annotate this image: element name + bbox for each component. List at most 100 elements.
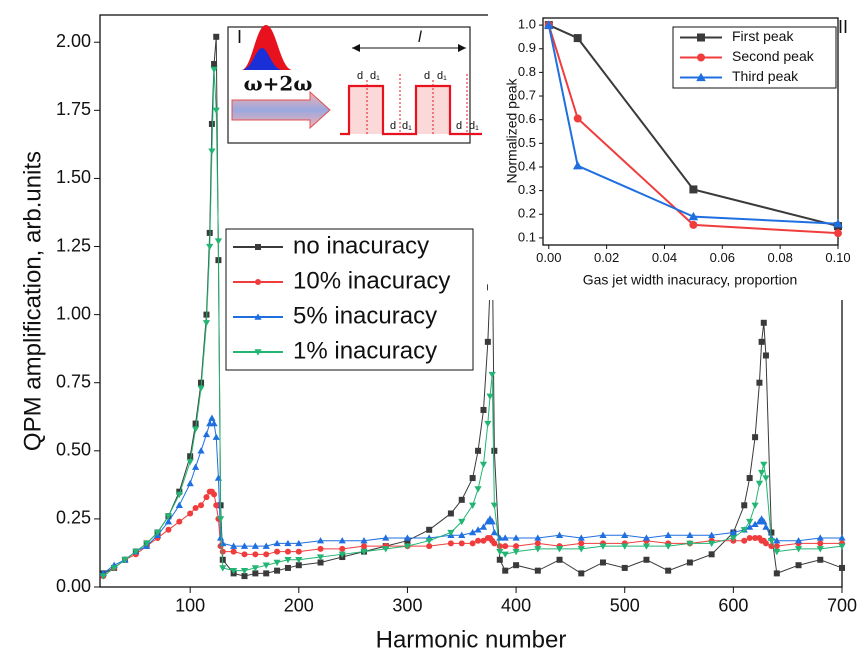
marker [689, 220, 698, 229]
marker [213, 33, 220, 40]
marker [273, 559, 281, 567]
marker [773, 570, 780, 577]
marker [543, 20, 554, 29]
marker [534, 546, 542, 553]
marker [577, 534, 585, 541]
marker [643, 556, 650, 563]
marker [496, 548, 504, 556]
marker [192, 463, 200, 470]
marker [197, 385, 205, 392]
marker [746, 523, 754, 530]
marker [186, 479, 194, 487]
marker [202, 320, 211, 327]
y-axis-label: Normalized peak [504, 77, 520, 183]
legend-label: Second peak [732, 48, 815, 64]
marker [773, 548, 781, 556]
marker [599, 559, 606, 566]
marker [573, 114, 582, 123]
marker [469, 540, 476, 547]
marker [762, 523, 770, 530]
x-tick-label: 200 [284, 595, 314, 615]
marker [768, 529, 775, 536]
marker [599, 531, 607, 538]
x-tick-label: 600 [718, 595, 748, 615]
marker [317, 545, 324, 552]
marker [740, 527, 748, 534]
marker [284, 564, 291, 571]
marker [165, 526, 172, 533]
marker [484, 338, 491, 345]
marker [187, 510, 194, 517]
marker [833, 218, 843, 228]
marker [642, 534, 651, 541]
marker [621, 531, 629, 538]
marker [746, 534, 753, 541]
jet-fill [349, 86, 383, 134]
marker [175, 501, 183, 508]
series-line [547, 24, 839, 225]
marker [316, 554, 325, 561]
marker [426, 526, 433, 533]
marker [834, 229, 842, 238]
marker [708, 551, 715, 558]
marker [760, 461, 768, 469]
marker [664, 543, 672, 550]
legend-marker [696, 72, 706, 82]
marker [556, 556, 563, 563]
gap-label: d₁ [437, 70, 447, 82]
marker [230, 548, 237, 555]
marker [295, 539, 303, 547]
marker [210, 66, 218, 74]
marker [760, 518, 768, 525]
marker [664, 531, 672, 538]
legend-label: 5% inacuracy [293, 302, 437, 329]
marker [403, 543, 412, 550]
marker [273, 539, 281, 547]
y-tick-label: 0.6 [518, 111, 536, 126]
legend-marker [254, 349, 262, 356]
marker [216, 534, 225, 541]
marker [491, 540, 498, 547]
x-axis-label: Harmonic number [376, 626, 567, 653]
marker [263, 551, 270, 558]
marker [689, 185, 698, 194]
marker [729, 535, 737, 542]
marker [758, 469, 766, 477]
marker [284, 539, 292, 547]
y-tick-label: 0.00 [56, 576, 91, 596]
marker [729, 528, 737, 536]
marker [284, 548, 291, 555]
marker [121, 557, 129, 564]
marker [230, 567, 238, 575]
marker [458, 531, 466, 538]
marker [240, 542, 249, 549]
marker [143, 540, 151, 548]
marker [469, 528, 477, 536]
gap-label: d [357, 70, 363, 82]
y-tick-label: 0.9 [518, 40, 536, 55]
marker [484, 420, 492, 428]
marker [132, 548, 140, 556]
marker [502, 543, 509, 550]
marker [176, 518, 183, 525]
marker [486, 393, 494, 400]
y-tick-label: 0.1 [518, 229, 536, 244]
y-tick-label: 0.5 [518, 135, 536, 150]
marker [295, 562, 302, 569]
series-line [548, 24, 839, 228]
legend-label: no inacuracy [293, 232, 429, 259]
marker [474, 526, 482, 533]
marker [295, 548, 302, 555]
marker [475, 537, 482, 544]
marker [316, 537, 325, 544]
marker [213, 502, 220, 509]
marker [241, 551, 248, 558]
marker [578, 570, 585, 577]
y-tick-label: 0.3 [518, 182, 536, 197]
inset-label: II [838, 17, 848, 37]
marker [496, 556, 503, 563]
marker [153, 529, 162, 537]
x-tick-label: 100 [175, 595, 205, 615]
y-tick-label: 0.25 [56, 508, 91, 528]
marker [458, 518, 466, 526]
